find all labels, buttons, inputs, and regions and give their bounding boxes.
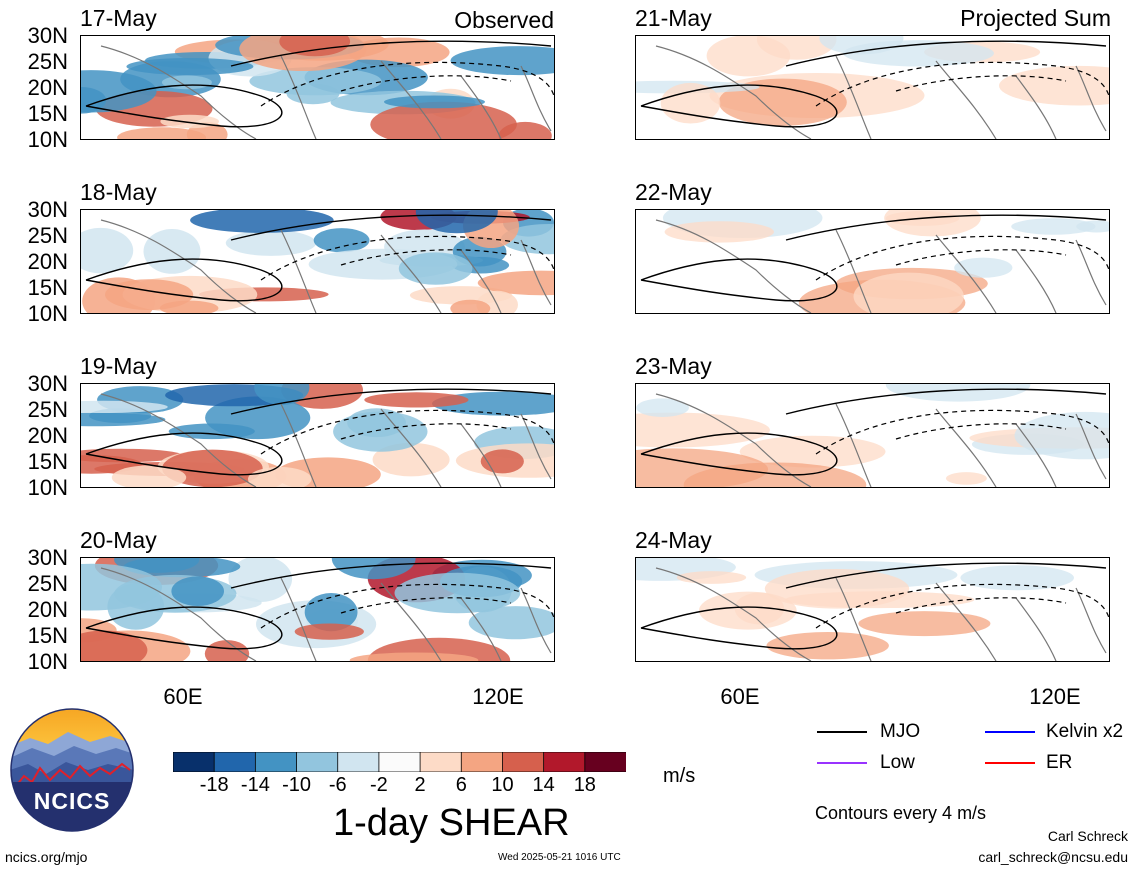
legend-low-label: Low (880, 752, 915, 773)
lat-label: 10N (27, 649, 68, 674)
colorbar-swatch (172, 751, 216, 773)
lat-label: 15N (27, 275, 68, 300)
colorbar-swatch (543, 751, 586, 773)
legend-kelvin-line (985, 731, 1035, 733)
map-panel-19may (80, 383, 555, 488)
lat-label: 10N (27, 475, 68, 500)
colorbar-tick-label: 18 (573, 774, 596, 796)
lat-label: 30N (27, 545, 68, 570)
panel-tag-observed: Observed (454, 7, 554, 33)
colorbar-swatch (296, 751, 339, 773)
colorbar-tick-label: -6 (328, 774, 347, 796)
panel-date-17may: 17-May (80, 5, 157, 31)
legend-mjo-line (817, 731, 867, 733)
map-panel-23may (635, 383, 1110, 488)
lat-label: 25N (27, 397, 68, 422)
colorbar-tick-label: -14 (240, 774, 270, 796)
colorbar-swatch (419, 751, 463, 773)
lat-label: 20N (27, 75, 68, 100)
map-panel-18may (80, 209, 555, 314)
panel-date-24may: 24-May (635, 527, 712, 553)
ncics-logo (10, 708, 134, 832)
colorbar-swatch (378, 751, 421, 773)
colorbar-tick-label: -10 (282, 774, 311, 796)
lon-label-60e-left: 60E (163, 684, 203, 709)
footer-email: carl_schreck@ncsu.edu (978, 849, 1128, 865)
footer-site: ncics.org/mjo (5, 849, 88, 865)
legend-low-line (817, 762, 867, 764)
legend-er-line (985, 762, 1035, 764)
colorbar-swatch (254, 751, 298, 773)
colorbar-swatch (213, 751, 257, 773)
lat-label: 15N (27, 101, 68, 126)
lon-label-60e-right: 60E (720, 684, 760, 709)
panel-date-23may: 23-May (635, 353, 712, 379)
panel-date-18may: 18-May (80, 179, 157, 205)
map-panel-20may (80, 557, 555, 662)
colorbar-swatch (502, 751, 545, 773)
legend-kelvin-label: Kelvin x2 (1046, 721, 1124, 742)
contour-note: Contours every 4 m/s (815, 803, 987, 823)
panel-date-21may: 21-May (635, 5, 712, 31)
colorbar-tick-label: 14 (532, 774, 555, 796)
lat-label: 10N (27, 301, 68, 326)
footer-timestamp: Wed 2025-05-21 1016 UTC (498, 852, 621, 863)
panel-date-20may: 20-May (80, 527, 157, 553)
ncics-logo-text: NCICS (33, 788, 111, 814)
lat-label: 25N (27, 49, 68, 74)
lat-label: 25N (27, 223, 68, 248)
colorbar-swatch (584, 751, 627, 773)
map-panel-24may (635, 557, 1110, 662)
map-panel-22may (635, 209, 1110, 314)
lat-label: 30N (27, 23, 68, 48)
lat-label: 15N (27, 623, 68, 648)
lat-label: 10N (27, 127, 68, 152)
panel-date-19may: 19-May (80, 353, 157, 379)
lat-label: 20N (27, 597, 68, 622)
legend-mjo-label: MJO (880, 721, 921, 742)
colorbar-swatch (337, 751, 380, 773)
colorbar-title: 1-day SHEAR (333, 802, 570, 844)
colorbar-tick-label: 6 (455, 774, 467, 796)
lat-label: 20N (27, 249, 68, 274)
lat-label: 30N (27, 371, 68, 396)
colorbar-unit: m/s (663, 765, 696, 787)
footer-author: Carl Schreck (1047, 828, 1128, 844)
panel-date-22may: 22-May (635, 179, 712, 205)
lat-label: 25N (27, 571, 68, 596)
colorbar-tick-label: -2 (370, 774, 388, 796)
lat-label: 20N (27, 423, 68, 448)
colorbar-tick-label: -18 (199, 774, 229, 796)
lat-label: 15N (27, 449, 68, 474)
lat-label: 30N (27, 197, 68, 222)
lon-label-120e-left: 120E (472, 684, 524, 709)
colorbar-tick-label: 2 (414, 774, 426, 796)
colorbar-swatch (460, 751, 504, 773)
map-panel-21may (635, 35, 1110, 140)
legend-er-label: ER (1046, 752, 1073, 773)
map-panel-17may (80, 35, 555, 140)
panel-tag-projected: Projected Sum (960, 5, 1111, 31)
colorbar-tick-label: 10 (491, 774, 514, 796)
lon-label-120e-right: 120E (1029, 684, 1081, 709)
colorbar (172, 751, 627, 773)
